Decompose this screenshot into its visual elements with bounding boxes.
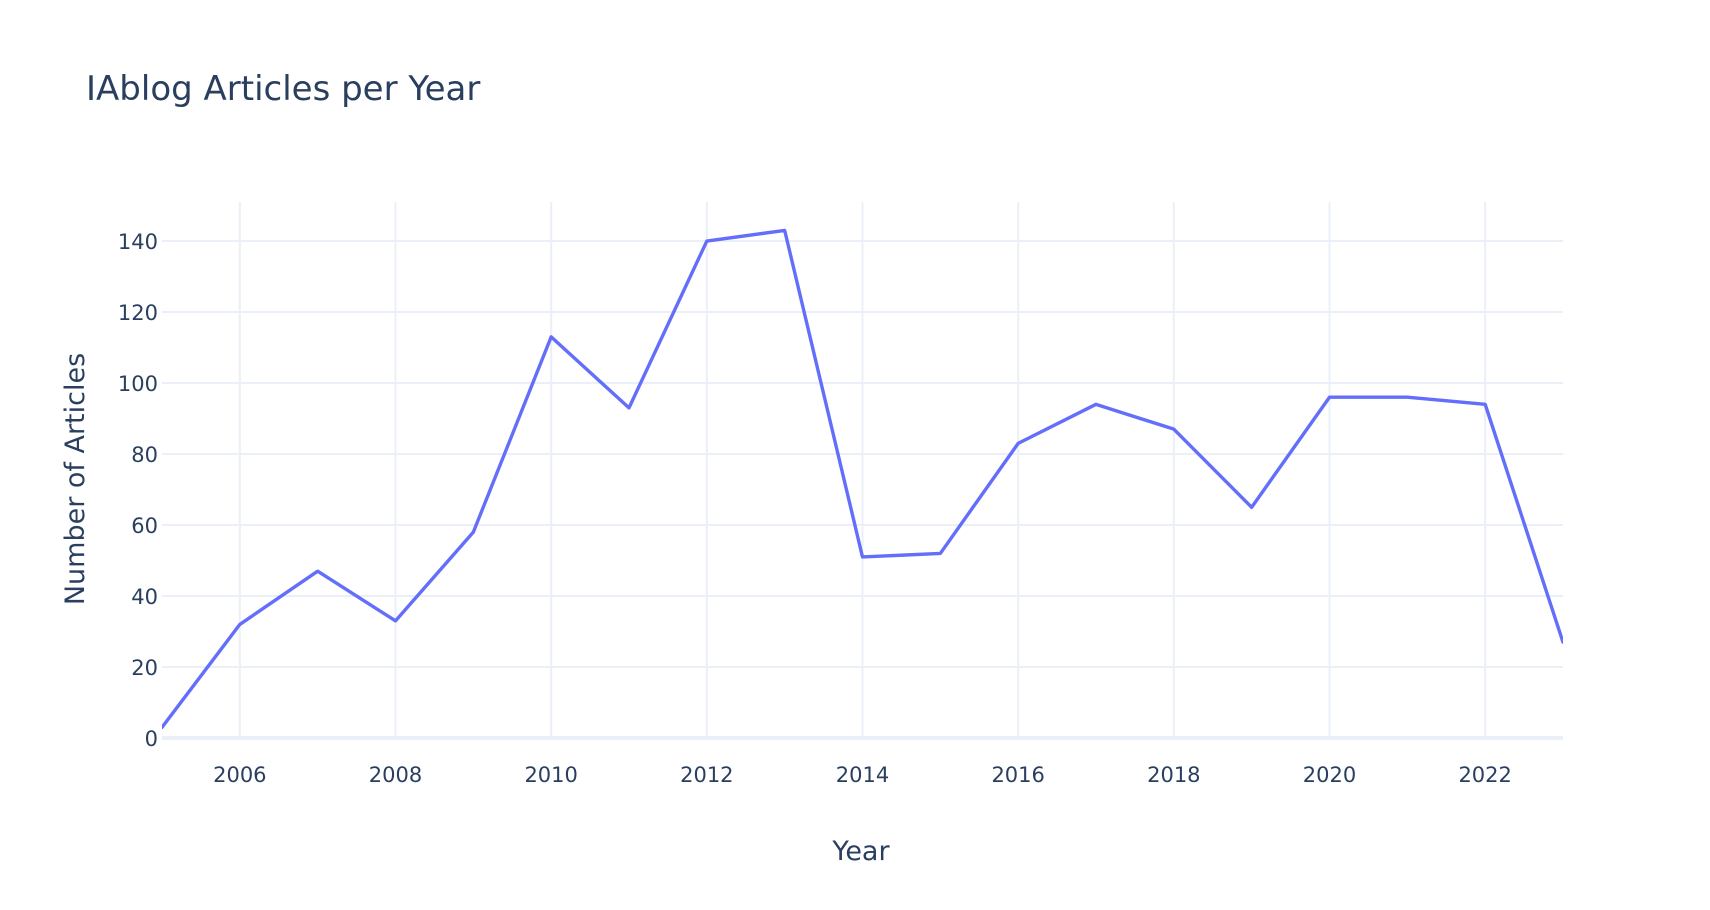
y-tick-label: 0 — [145, 727, 158, 751]
x-tick-label: 2014 — [836, 763, 889, 787]
series-layer — [162, 228, 1563, 730]
y-tick-label: 40 — [131, 585, 158, 609]
y-tick-label: 100 — [118, 372, 158, 396]
x-tick-label: 2010 — [524, 763, 577, 787]
x-tick-label: 2008 — [369, 763, 422, 787]
x-gridlines — [238, 202, 1487, 738]
x-tick-label: 2012 — [680, 763, 733, 787]
x-tick-label: 2022 — [1458, 763, 1511, 787]
y-tick-label: 120 — [118, 301, 158, 325]
y-tick-labels: 0 20 40 60 80 100 120 140 — [118, 230, 158, 751]
series-line-0 — [162, 228, 1563, 730]
y-tick-label: 60 — [131, 514, 158, 538]
y-axis-title: Number of Articles — [60, 353, 91, 605]
x-axis-title: Year — [831, 836, 890, 867]
x-tick-label: 2016 — [991, 763, 1044, 787]
x-tick-label: 2020 — [1303, 763, 1356, 787]
y-tick-label: 140 — [118, 230, 158, 254]
x-tick-labels: 2006 2008 2010 2012 2014 2016 2018 2020 2022 — [213, 763, 1512, 787]
chart-title: IAblog Articles per Year — [86, 69, 480, 109]
y-tick-label: 80 — [131, 443, 158, 467]
y-gridlines — [162, 240, 1563, 740]
y-tick-label: 20 — [131, 656, 158, 680]
x-tick-label: 2006 — [213, 763, 266, 787]
x-tick-label: 2018 — [1147, 763, 1200, 787]
